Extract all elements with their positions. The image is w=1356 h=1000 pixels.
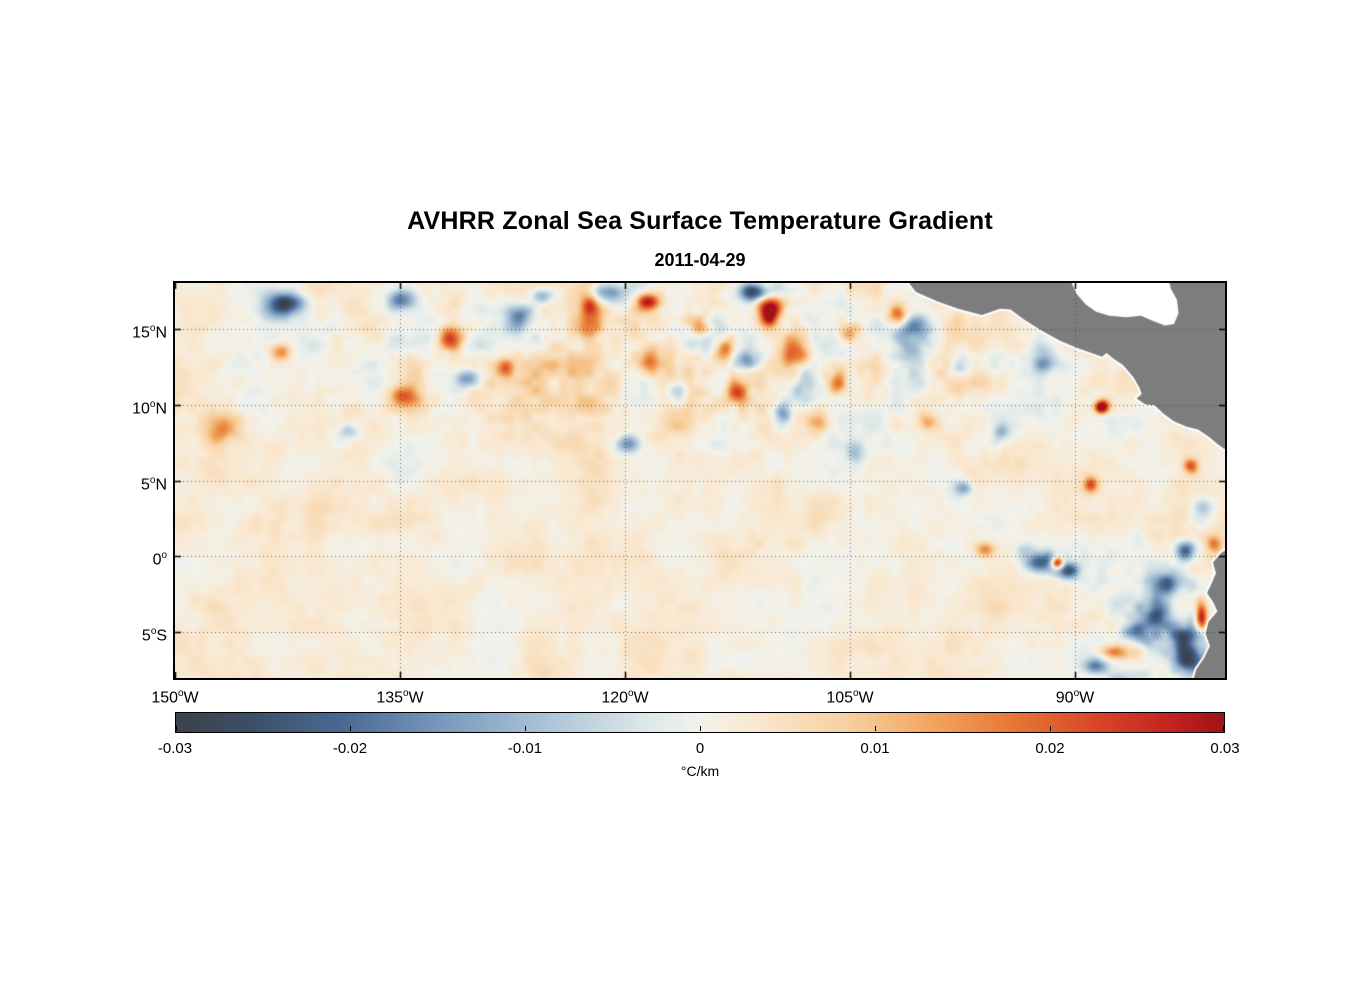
colorbar-tick-label: 0.01: [860, 740, 890, 757]
colorbar-tick-label: -0.03: [157, 740, 193, 757]
colorbar-units-label: °C/km: [680, 763, 720, 779]
colorbar-tick-label: 0.03: [1210, 740, 1240, 757]
colorbar-tick-label: -0.01: [507, 740, 543, 757]
sst-gradient-map: [175, 283, 1225, 678]
plot-frame: [173, 281, 1227, 680]
chart-date: 2011-04-29: [654, 250, 746, 270]
x-tick-label: 105oW: [826, 688, 874, 707]
colorbar-tick-label: -0.02: [332, 740, 368, 757]
colorbar: [175, 712, 1225, 733]
y-tick-label: 15oN: [132, 322, 167, 341]
x-tick-label: 120oW: [601, 688, 649, 707]
x-tick-label: 90oW: [1055, 688, 1095, 707]
chart-title: AVHRR Zonal Sea Surface Temperature Grad…: [407, 207, 993, 235]
x-tick-label: 135oW: [376, 688, 424, 707]
colorbar-tick-label: 0.02: [1035, 740, 1065, 757]
colorbar-tick-label: 0: [695, 740, 705, 757]
x-tick-label: 150oW: [151, 688, 199, 707]
y-tick-label: 5oN: [141, 474, 167, 493]
y-tick-label: 0o: [152, 550, 167, 569]
y-tick-label: 5oS: [141, 626, 167, 645]
y-tick-label: 10oN: [132, 398, 167, 417]
